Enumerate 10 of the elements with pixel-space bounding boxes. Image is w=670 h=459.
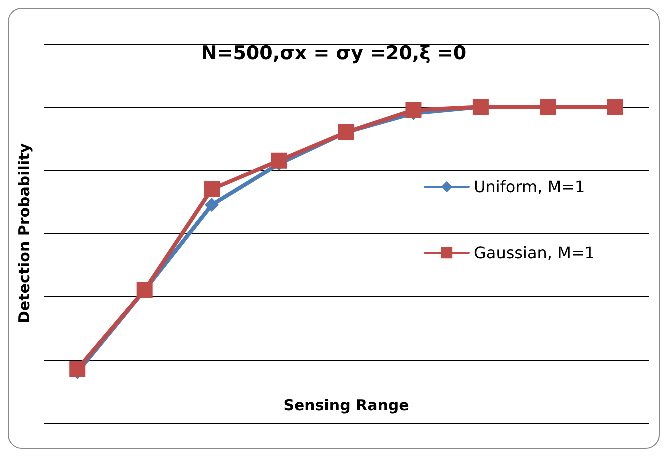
point	[70, 361, 86, 378]
y-axis-title: Detection Probability	[16, 143, 34, 324]
point	[204, 181, 220, 198]
point	[406, 102, 422, 118]
point	[205, 198, 220, 212]
point	[271, 152, 288, 169]
legend-label: Uniform, M=1	[474, 178, 586, 196]
chart-title: N=500,σx = σy =20,ξ =0	[201, 42, 467, 64]
legend-label: Gaussian, M=1	[474, 244, 595, 262]
x-axis-title: Sensing Range	[284, 396, 410, 414]
